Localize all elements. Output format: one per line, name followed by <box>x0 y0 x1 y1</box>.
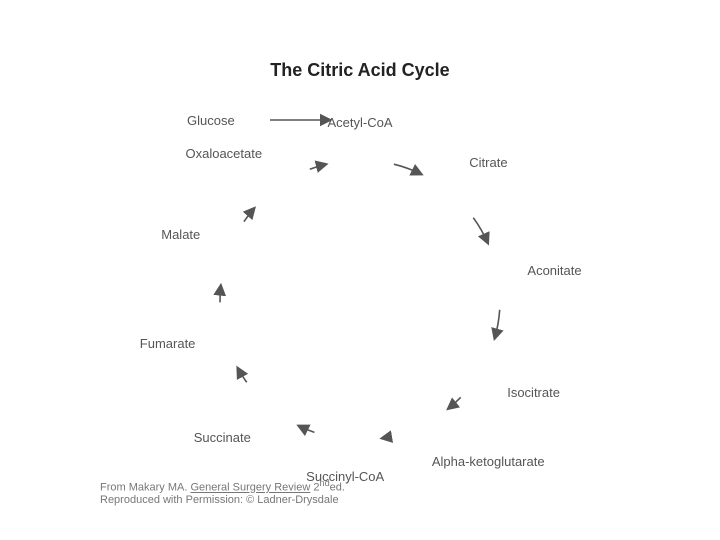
cycle-arrow <box>394 164 422 174</box>
node-label-citrate: Citrate <box>469 155 507 170</box>
node-label-aconitate: Aconitate <box>527 263 581 278</box>
cycle-svg <box>0 0 720 540</box>
node-label-glucose: Glucose <box>187 113 235 128</box>
node-label-oxaloacetate: Oxaloacetate <box>185 146 262 161</box>
node-label-succinate: Succinate <box>194 430 251 445</box>
diagram-stage: The Citric Acid Cycle Acetyl-CoA Citrate A… <box>0 0 720 540</box>
node-label-isocitrate: Isocitrate <box>507 385 560 400</box>
diagram-title: The Citric Acid Cycle <box>0 60 720 81</box>
cycle-arrow <box>244 208 254 222</box>
cycle-arrow <box>448 397 461 409</box>
cycle-arrow <box>238 368 247 382</box>
node-label-acetylcoa: Acetyl-CoA <box>328 115 393 130</box>
cycle-arrow <box>382 437 387 438</box>
node-label-malate: Malate <box>161 227 200 242</box>
cycle-arrow <box>299 426 315 433</box>
node-label-akg: Alpha-ketoglutarate <box>432 454 545 469</box>
citation-line-1: From Makary MA. General Surgery Review 2… <box>100 478 345 494</box>
cycle-arrow <box>495 310 500 339</box>
cycle-arrow <box>310 164 326 169</box>
cycle-arrow <box>473 218 488 243</box>
citation-line-2: Reproduced with Permission: © Ladner-Dry… <box>100 494 339 506</box>
node-label-fumarate: Fumarate <box>140 336 196 351</box>
cycle-arrow <box>220 285 221 302</box>
